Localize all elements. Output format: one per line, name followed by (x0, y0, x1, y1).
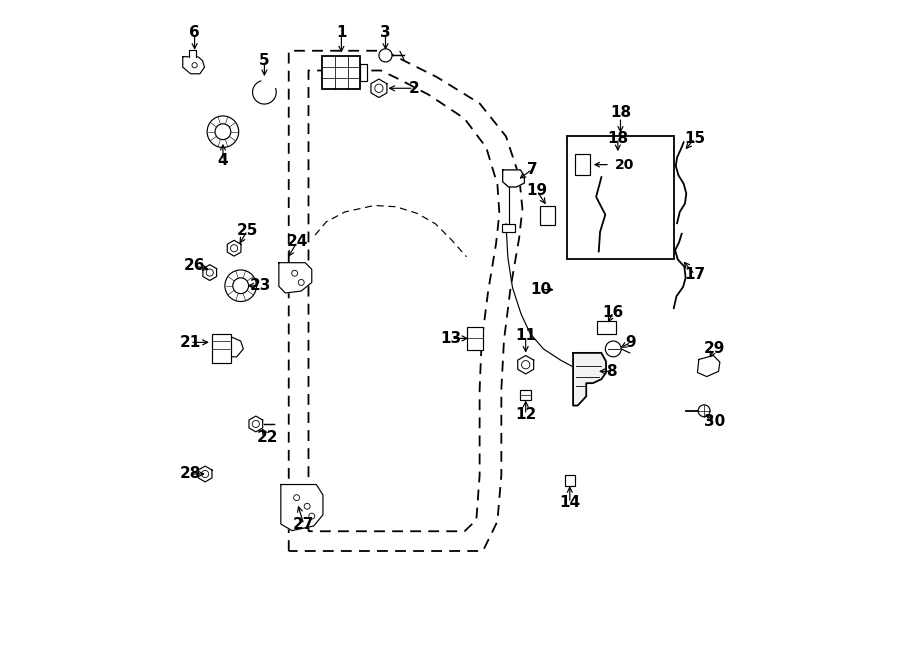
Text: 13: 13 (441, 331, 462, 346)
Text: 29: 29 (704, 342, 725, 356)
Text: 17: 17 (684, 267, 706, 282)
Text: 10: 10 (530, 282, 552, 297)
Text: 4: 4 (218, 153, 229, 168)
Circle shape (379, 49, 392, 62)
Circle shape (698, 405, 710, 416)
Text: 18: 18 (608, 131, 628, 146)
Polygon shape (371, 79, 387, 97)
Circle shape (225, 270, 256, 301)
Text: 8: 8 (606, 364, 616, 379)
Polygon shape (198, 466, 212, 482)
Text: 7: 7 (527, 162, 537, 176)
Circle shape (233, 278, 248, 293)
Text: 30: 30 (704, 414, 725, 429)
Polygon shape (281, 485, 323, 531)
Text: 25: 25 (237, 223, 258, 238)
Text: 9: 9 (626, 335, 636, 350)
Polygon shape (228, 241, 241, 256)
Text: 16: 16 (603, 305, 624, 319)
Circle shape (292, 270, 298, 276)
Circle shape (230, 245, 238, 252)
Text: 24: 24 (286, 234, 308, 249)
Circle shape (192, 63, 197, 68)
Polygon shape (503, 170, 525, 187)
Bar (502, 224, 515, 232)
Text: 3: 3 (380, 26, 391, 40)
Text: 2: 2 (409, 81, 419, 96)
Polygon shape (249, 416, 263, 432)
Text: 23: 23 (249, 278, 271, 293)
Circle shape (293, 494, 300, 500)
Text: 14: 14 (559, 496, 580, 510)
Text: 20: 20 (615, 157, 634, 172)
Polygon shape (279, 262, 311, 293)
Text: 22: 22 (256, 430, 278, 445)
Bar (564, 475, 575, 486)
Bar (467, 327, 483, 350)
Bar (598, 321, 616, 334)
Text: 21: 21 (179, 335, 201, 350)
Text: 28: 28 (179, 467, 201, 481)
Circle shape (374, 84, 383, 93)
Circle shape (252, 420, 259, 428)
Text: 15: 15 (684, 131, 706, 146)
Circle shape (521, 361, 530, 369)
Polygon shape (183, 57, 204, 74)
Bar (575, 154, 590, 175)
Bar (520, 390, 531, 401)
Polygon shape (698, 356, 720, 377)
Polygon shape (202, 264, 217, 280)
Bar (361, 64, 367, 81)
Text: 11: 11 (515, 329, 536, 343)
Bar (212, 334, 231, 364)
Polygon shape (518, 356, 534, 374)
Circle shape (215, 124, 230, 139)
Circle shape (304, 503, 310, 509)
Circle shape (309, 513, 315, 519)
Circle shape (606, 341, 621, 357)
Text: 26: 26 (184, 258, 205, 274)
Circle shape (207, 116, 238, 147)
Polygon shape (189, 50, 196, 57)
Bar (539, 206, 555, 225)
Text: 1: 1 (336, 26, 346, 40)
Bar (322, 56, 361, 89)
Text: 18: 18 (610, 105, 631, 120)
Text: 6: 6 (189, 26, 200, 40)
Text: 5: 5 (259, 53, 270, 68)
Circle shape (298, 280, 304, 286)
Polygon shape (573, 353, 606, 406)
Text: 19: 19 (526, 184, 547, 198)
Bar (567, 136, 674, 259)
Text: 12: 12 (515, 407, 536, 422)
Circle shape (206, 269, 213, 276)
Text: 27: 27 (293, 517, 315, 532)
Circle shape (202, 471, 209, 477)
